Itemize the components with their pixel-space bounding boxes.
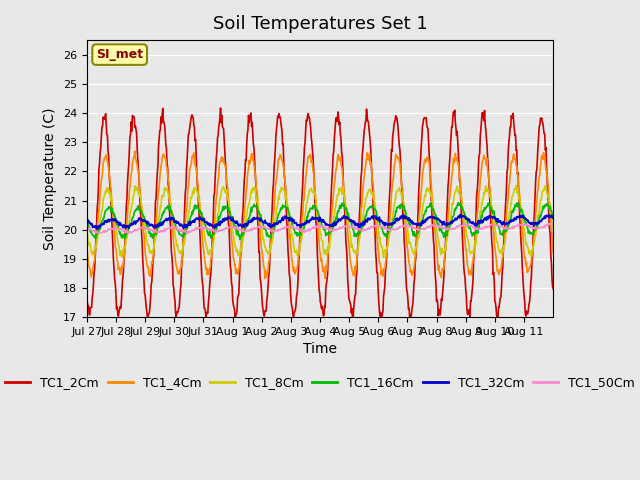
- TC1_32Cm: [224, 215, 232, 220]
- TC1_2Cm: [368, 174, 376, 180]
- TC1_50Cm: [247, 226, 255, 232]
- TC1_32Cm: [549, 215, 557, 221]
- TC1_50Cm: [547, 220, 554, 226]
- TC1_50Cm: [368, 224, 376, 230]
- TC1_32Cm: [93, 226, 100, 231]
- TC1_4Cm: [261, 276, 269, 281]
- TC1_4Cm: [395, 157, 403, 163]
- TC1_4Cm: [224, 187, 232, 193]
- TC1_4Cm: [266, 259, 273, 264]
- TC1_16Cm: [83, 215, 91, 220]
- TC1_4Cm: [131, 148, 139, 154]
- TC1_50Cm: [394, 225, 402, 231]
- TC1_2Cm: [217, 105, 225, 111]
- TC1_8Cm: [512, 183, 520, 189]
- TC1_8Cm: [380, 255, 387, 261]
- TC1_4Cm: [247, 154, 255, 159]
- TC1_16Cm: [247, 205, 255, 211]
- Line: TC1_4Cm: TC1_4Cm: [87, 151, 553, 278]
- TC1_50Cm: [83, 226, 91, 232]
- TC1_8Cm: [223, 193, 231, 199]
- TC1_2Cm: [549, 286, 557, 292]
- TC1_2Cm: [394, 126, 402, 132]
- TC1_32Cm: [456, 212, 464, 217]
- TC1_8Cm: [264, 251, 272, 257]
- X-axis label: Time: Time: [303, 342, 337, 357]
- TC1_8Cm: [138, 203, 145, 209]
- Y-axis label: Soil Temperature (C): Soil Temperature (C): [44, 108, 57, 250]
- TC1_2Cm: [224, 205, 232, 211]
- TC1_4Cm: [369, 178, 376, 184]
- TC1_4Cm: [138, 210, 146, 216]
- TC1_8Cm: [83, 225, 91, 231]
- TC1_16Cm: [368, 205, 376, 211]
- TC1_32Cm: [394, 216, 402, 222]
- TC1_16Cm: [138, 208, 145, 214]
- Legend: TC1_2Cm, TC1_4Cm, TC1_8Cm, TC1_16Cm, TC1_32Cm, TC1_50Cm: TC1_2Cm, TC1_4Cm, TC1_8Cm, TC1_16Cm, TC1…: [0, 371, 640, 394]
- TC1_32Cm: [368, 214, 376, 219]
- TC1_50Cm: [138, 225, 145, 231]
- TC1_16Cm: [394, 204, 402, 210]
- TC1_50Cm: [549, 221, 557, 227]
- Line: TC1_32Cm: TC1_32Cm: [87, 215, 553, 228]
- TC1_4Cm: [83, 248, 91, 254]
- TC1_50Cm: [265, 227, 273, 232]
- TC1_4Cm: [549, 250, 557, 256]
- TC1_50Cm: [184, 230, 191, 236]
- TC1_2Cm: [247, 110, 255, 116]
- TC1_8Cm: [549, 226, 557, 231]
- TC1_8Cm: [394, 187, 402, 193]
- TC1_2Cm: [265, 275, 273, 280]
- Line: TC1_2Cm: TC1_2Cm: [87, 108, 553, 319]
- TC1_32Cm: [265, 223, 273, 228]
- TC1_2Cm: [83, 291, 91, 297]
- TC1_32Cm: [138, 217, 146, 223]
- Line: TC1_8Cm: TC1_8Cm: [87, 186, 553, 258]
- TC1_16Cm: [549, 212, 557, 217]
- TC1_2Cm: [406, 316, 413, 322]
- Line: TC1_50Cm: TC1_50Cm: [87, 223, 553, 233]
- TC1_32Cm: [247, 219, 255, 225]
- TC1_2Cm: [138, 229, 145, 235]
- TC1_50Cm: [224, 226, 232, 231]
- TC1_16Cm: [236, 237, 244, 242]
- TC1_32Cm: [83, 218, 91, 224]
- TC1_16Cm: [454, 200, 462, 205]
- Line: TC1_16Cm: TC1_16Cm: [87, 203, 553, 240]
- TC1_16Cm: [265, 234, 273, 240]
- TC1_16Cm: [223, 205, 231, 211]
- Text: SI_met: SI_met: [96, 48, 143, 61]
- Title: Soil Temperatures Set 1: Soil Temperatures Set 1: [212, 15, 428, 33]
- TC1_8Cm: [367, 191, 375, 197]
- TC1_8Cm: [246, 195, 254, 201]
